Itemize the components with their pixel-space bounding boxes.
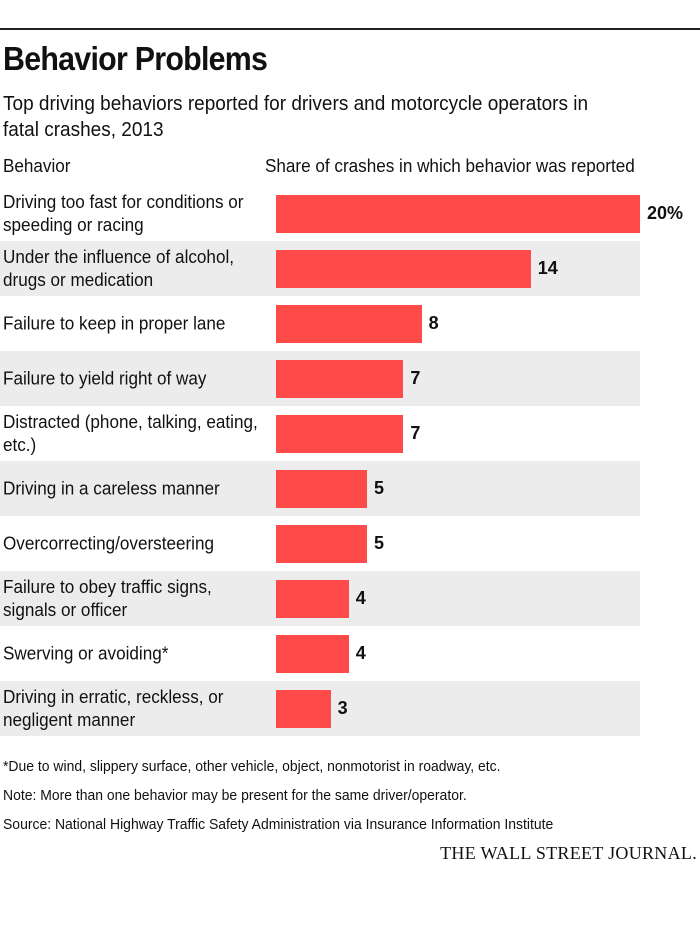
bar-row: Driving in a careless manner 5 <box>0 461 640 516</box>
bar <box>276 634 349 673</box>
share-column-header: Share of crashes in which behavior was r… <box>265 156 635 176</box>
value-label: 5 <box>374 477 385 498</box>
note: Note: More than one behavior may be pres… <box>3 787 467 804</box>
category-label: Driving too fast for conditions or speed… <box>3 191 244 235</box>
value-label: 14 <box>537 257 558 278</box>
bar <box>276 304 422 343</box>
category-label: Distracted (phone, talking, eating, etc.… <box>3 411 258 455</box>
bar <box>276 414 404 453</box>
category-label: Under the influence of alcohol, drugs or… <box>3 246 235 290</box>
category-label: Failure to obey traffic signs, signals o… <box>3 576 212 620</box>
bar <box>276 359 404 398</box>
bar <box>276 249 531 288</box>
bar-row: Driving in erratic, reckless, or neglige… <box>0 681 640 736</box>
bar-row: Overcorrecting/oversteering 5 <box>0 516 640 571</box>
value-label: 3 <box>337 697 348 718</box>
bar <box>276 194 640 233</box>
category-label: Driving in a careless manner <box>3 478 220 498</box>
bar-row: Under the influence of alcohol, drugs or… <box>0 241 640 296</box>
bar-row: Driving too fast for conditions or speed… <box>0 186 683 241</box>
top-rule <box>0 28 700 30</box>
category-label: Failure to keep in proper lane <box>3 313 226 333</box>
value-label: 7 <box>410 422 421 443</box>
category-label: Driving in erratic, reckless, or neglige… <box>3 686 224 730</box>
bar-row: Distracted (phone, talking, eating, etc.… <box>0 406 640 461</box>
category-label: Overcorrecting/oversteering <box>3 533 214 553</box>
category-label: Failure to yield right of way <box>3 368 207 388</box>
chart-title: Behavior Problems <box>3 40 268 77</box>
bar-row: Failure to keep in proper lane 8 <box>0 296 640 351</box>
bar-row: Swerving or avoiding* 4 <box>0 626 640 681</box>
publisher-logo: THE WALL STREET JOURNAL. <box>440 843 697 863</box>
footnote: *Due to wind, slippery surface, other ve… <box>3 758 501 775</box>
value-label: 7 <box>410 367 421 388</box>
chart-subtitle: Top driving behaviors reported for drive… <box>3 93 589 141</box>
source: Source: National Highway Traffic Safety … <box>3 816 554 833</box>
category-label: Swerving or avoiding* <box>3 643 169 663</box>
bar <box>276 469 367 508</box>
value-label: 20% <box>647 202 684 223</box>
bar <box>276 579 349 618</box>
value-label: 4 <box>355 587 366 608</box>
value-label: 4 <box>355 642 366 663</box>
value-label: 5 <box>374 532 385 553</box>
value-label: 8 <box>428 312 439 333</box>
bar-row: Failure to yield right of way 7 <box>0 351 640 406</box>
behavior-column-header: Behavior <box>3 156 71 176</box>
bar <box>276 524 367 563</box>
bar-chart: Driving too fast for conditions or speed… <box>0 186 700 736</box>
bar <box>276 689 331 728</box>
bar-row: Failure to obey traffic signs, signals o… <box>0 571 640 626</box>
